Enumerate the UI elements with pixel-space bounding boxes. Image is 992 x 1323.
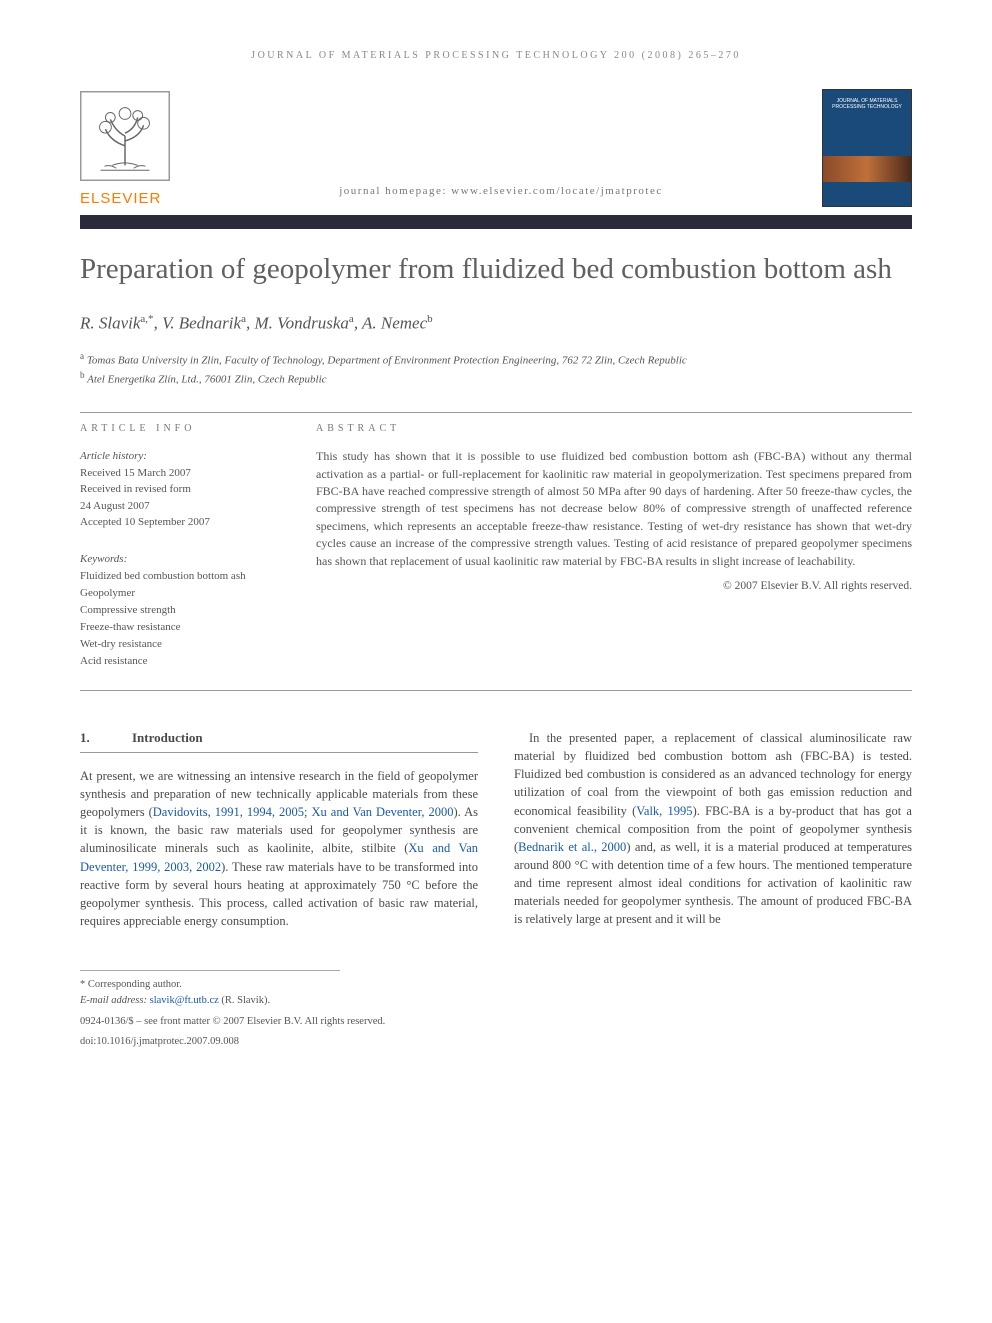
publisher-logo: ELSEVIER (80, 91, 180, 207)
email-address[interactable]: slavik@ft.utb.cz (150, 995, 219, 1006)
abstract-column: ABSTRACT This study has shown that it is… (316, 423, 912, 670)
author-affil-marker: a (241, 313, 246, 325)
keyword: Wet-dry resistance (80, 636, 280, 653)
keyword: Acid resistance (80, 653, 280, 670)
masthead: ELSEVIER journal homepage: www.elsevier.… (80, 89, 912, 207)
author-affil-marker: a (349, 313, 354, 325)
abstract-heading: ABSTRACT (316, 423, 912, 434)
history-line: Received in revised form (80, 481, 280, 498)
email-attribution: (R. Slavik). (221, 995, 270, 1006)
article-info-heading: ARTICLE INFO (80, 423, 280, 434)
copyright-line: © 2007 Elsevier B.V. All rights reserved… (316, 580, 912, 592)
elsevier-tree-icon (80, 91, 170, 181)
email-label: E-mail address: (80, 995, 147, 1006)
keyword: Geopolymer (80, 585, 280, 602)
email-line: E-mail address: slavik@ft.utb.cz (R. Sla… (80, 993, 340, 1009)
author-affil-marker: a,* (140, 313, 153, 325)
history-heading: Article history: (80, 448, 280, 465)
history-line: 24 August 2007 (80, 498, 280, 515)
keyword: Freeze-thaw resistance (80, 619, 280, 636)
author-affil-marker: b (427, 313, 433, 325)
article-info-column: ARTICLE INFO Article history: Received 1… (80, 423, 280, 670)
article-history: Article history: Received 15 March 2007R… (80, 448, 280, 531)
keywords-heading: Keywords: (80, 551, 280, 568)
journal-cover-thumbnail: JOURNAL OF MATERIALS PROCESSING TECHNOLO… (822, 89, 912, 207)
divider-rule (80, 412, 912, 413)
section-title: Introduction (132, 729, 203, 748)
history-line: Accepted 10 September 2007 (80, 514, 280, 531)
affiliation-line: a Tomas Bata University in Zlin, Faculty… (80, 350, 912, 369)
citation-link[interactable]: Davidovits, 1991, 1994, 2005; Xu and Van… (153, 805, 454, 819)
cover-image-band (823, 156, 911, 182)
divider-rule (80, 690, 912, 691)
corresponding-author: * Corresponding author. (80, 977, 340, 993)
author: M. Vondruska (254, 314, 348, 333)
citation-link[interactable]: Valk, 1995 (636, 804, 692, 818)
abstract-text: This study has shown that it is possible… (316, 448, 912, 570)
running-header: JOURNAL OF MATERIALS PROCESSING TECHNOLO… (80, 50, 912, 61)
body-paragraph: At present, we are witnessing an intensi… (80, 767, 478, 930)
author: V. Bednarik (162, 314, 241, 333)
citation-link[interactable]: Bednarik et al., 2000 (518, 840, 626, 854)
body-paragraph: In the presented paper, a replacement of… (514, 729, 912, 928)
journal-homepage: journal homepage: www.elsevier.com/locat… (180, 185, 822, 207)
citation-link[interactable]: Xu and Van Deventer, 1999, 2003, 2002 (80, 841, 478, 873)
section-heading: 1. Introduction (80, 729, 478, 753)
author: R. Slavik (80, 314, 140, 333)
history-line: Received 15 March 2007 (80, 465, 280, 482)
author: A. Nemec (362, 314, 427, 333)
title-bar-rule (80, 215, 912, 229)
section-number: 1. (80, 729, 132, 748)
keywords-block: Keywords: Fluidized bed combustion botto… (80, 551, 280, 670)
body-column-right: In the presented paper, a replacement of… (514, 729, 912, 1050)
keyword: Compressive strength (80, 602, 280, 619)
footnotes-block: * Corresponding author. E-mail address: … (80, 970, 340, 1009)
affiliations: a Tomas Bata University in Zlin, Faculty… (80, 350, 912, 388)
author-list: R. Slavika,*, V. Bednarika, M. Vondruska… (80, 313, 912, 334)
affiliation-line: b Atel Energetika Zlín, Ltd., 76001 Zlin… (80, 369, 912, 388)
doi-line: doi:10.1016/j.jmatprotec.2007.09.008 (80, 1035, 478, 1050)
keyword: Fluidized bed combustion bottom ash (80, 568, 280, 585)
article-title: Preparation of geopolymer from fluidized… (80, 251, 912, 287)
cover-title: JOURNAL OF MATERIALS PROCESSING TECHNOLO… (823, 90, 911, 110)
body-column-left: 1. Introduction At present, we are witne… (80, 729, 478, 1050)
publisher-name: ELSEVIER (80, 190, 180, 207)
front-matter-line: 0924-0136/$ – see front matter © 2007 El… (80, 1015, 478, 1030)
